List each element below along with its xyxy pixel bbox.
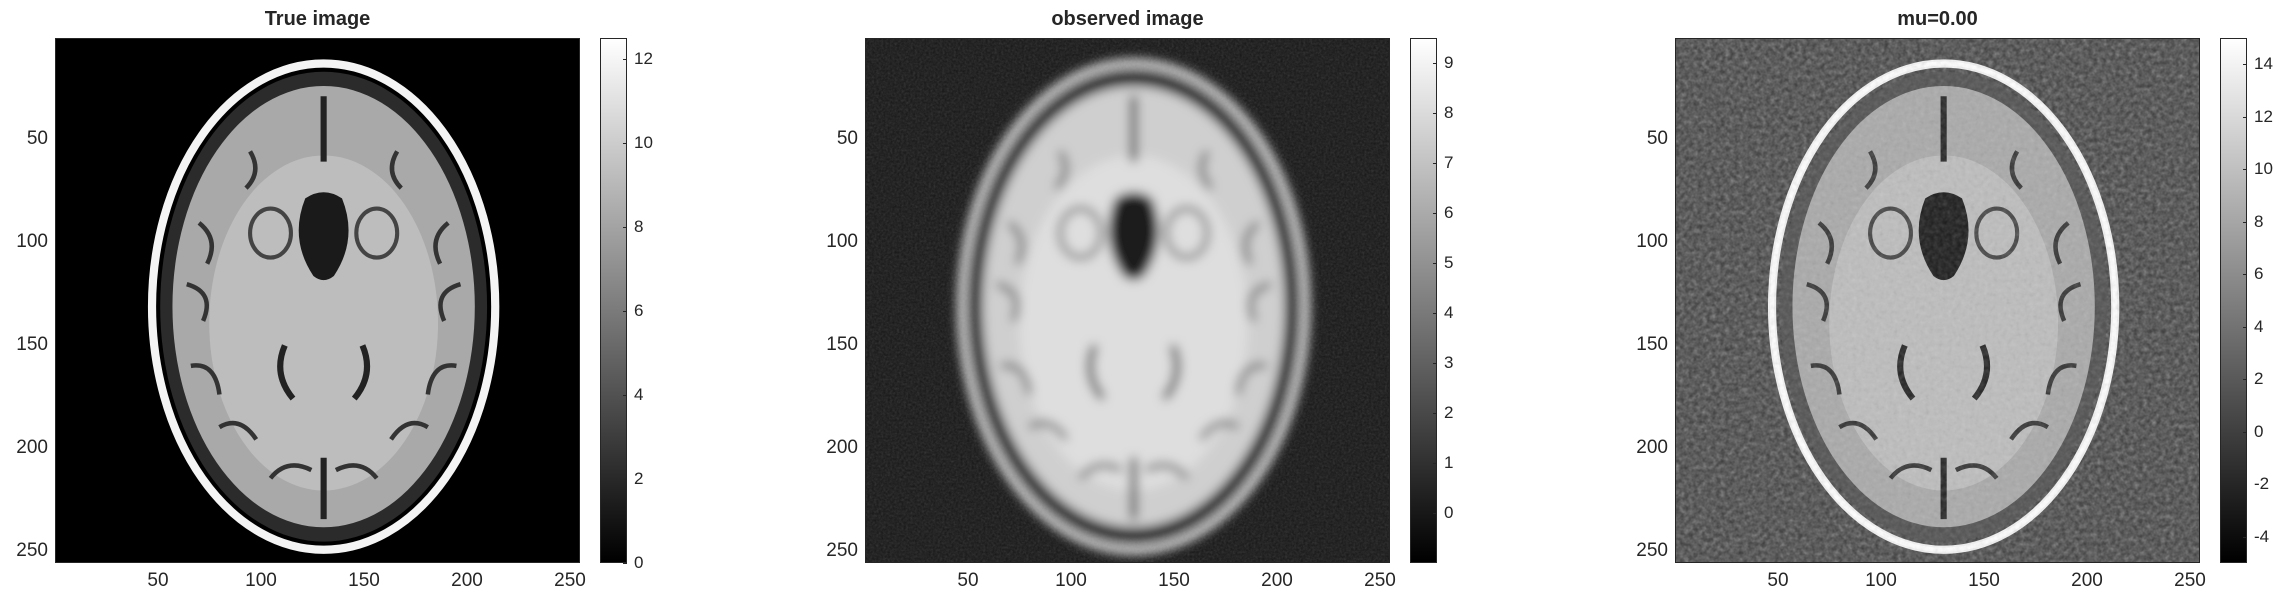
colorbar-tick-mark <box>2243 484 2247 486</box>
colorbar-tick-mark <box>1433 163 1437 164</box>
colorbar-tick-mark <box>1433 463 1437 464</box>
x-tick-label: 250 <box>554 570 586 591</box>
brain-image <box>56 39 579 562</box>
brain-image <box>866 39 1389 562</box>
colorbar-tick-label: 8 <box>2254 211 2264 231</box>
colorbar-tick-label: 0 <box>634 553 644 572</box>
colorbar-tick-label: 10 <box>2254 159 2273 179</box>
x-tick-label: 200 <box>2071 570 2103 591</box>
colorbar-tick-mark <box>2243 169 2247 171</box>
colorbar-tick-label: 7 <box>1444 153 1454 172</box>
panel-reconstruction: mu=0.00 50 100 150 200 250 50 100 150 20… <box>1620 0 2288 601</box>
brain-image <box>1676 39 2199 562</box>
colorbar-tick-label: 0 <box>1444 503 1454 522</box>
panel-title: mu=0.00 <box>1897 8 1978 30</box>
colorbar-tick-label: 6 <box>1444 203 1454 222</box>
x-tick-label: 100 <box>245 570 277 591</box>
colorbar-tick-mark <box>623 395 627 396</box>
colorbar-tick-label: 12 <box>634 49 653 68</box>
y-tick-label: 100 <box>1636 231 1668 252</box>
colorbar-tick-mark <box>1433 413 1437 414</box>
colorbar-tick-mark <box>623 143 627 144</box>
colorbar-tick-mark <box>1433 113 1437 114</box>
colorbar-tick-mark <box>2243 379 2247 381</box>
image-axes <box>865 38 1390 563</box>
colorbar-tick-label: 10 <box>634 133 653 152</box>
y-tick-label: 50 <box>26 128 48 149</box>
colorbar <box>600 38 627 563</box>
y-tick-label: 150 <box>1636 334 1668 355</box>
x-tick-label: 100 <box>1865 570 1897 591</box>
colorbar-tick-mark <box>2243 116 2247 118</box>
x-tick-label: 150 <box>1158 570 1190 591</box>
colorbar-tick-label: 6 <box>634 301 644 320</box>
x-tick-label: 250 <box>2174 570 2206 591</box>
panel-observed-image: observed image 50 100 150 200 250 50 100… <box>810 0 1530 601</box>
colorbar-tick-mark <box>623 479 627 480</box>
colorbar-tick-mark <box>2243 274 2247 276</box>
colorbar-tick-label: 2 <box>634 469 644 488</box>
y-tick-label: 150 <box>16 334 48 355</box>
colorbar-tick-label: 6 <box>2254 264 2264 284</box>
x-tick-label: 50 <box>1767 570 1789 591</box>
colorbar-tick-mark <box>623 227 627 228</box>
colorbar-tick-label: -2 <box>2254 474 2270 494</box>
colorbar-tick-mark <box>1433 313 1437 314</box>
image-axes <box>55 38 580 563</box>
y-tick-label: 250 <box>16 540 48 561</box>
colorbar-tick-label: 12 <box>2254 106 2273 126</box>
colorbar <box>1410 38 1437 563</box>
colorbar-tick-label: 1 <box>1444 453 1454 472</box>
colorbar-tick-mark <box>623 59 627 60</box>
x-tick-label: 50 <box>957 570 979 591</box>
colorbar-tick-label: 4 <box>1444 303 1454 322</box>
panel-true-image: True image 50 100 150 200 250 50 100 150… <box>0 0 720 601</box>
colorbar-tick-mark <box>2243 536 2247 538</box>
x-tick-label: 150 <box>348 570 380 591</box>
colorbar-tick-mark <box>2243 431 2247 433</box>
colorbar-tick-label: 4 <box>634 385 644 404</box>
x-tick-label: 50 <box>147 570 169 591</box>
colorbar <box>2220 38 2247 563</box>
y-tick-label: 200 <box>826 437 858 458</box>
colorbar-tick-label: -4 <box>2254 526 2270 546</box>
x-tick-label: 200 <box>451 570 483 591</box>
colorbar-tick-label: 5 <box>1444 253 1454 272</box>
x-tick-label: 150 <box>1968 570 2000 591</box>
colorbar-tick-mark <box>1433 63 1437 64</box>
colorbar-tick-mark <box>2243 221 2247 223</box>
panel-title: observed image <box>1051 8 1204 30</box>
colorbar-tick-mark <box>623 563 627 564</box>
y-tick-label: 100 <box>16 231 48 252</box>
panel-title: True image <box>264 8 371 30</box>
colorbar-tick-label: 2 <box>1444 403 1454 422</box>
x-tick-label: 200 <box>1261 570 1293 591</box>
colorbar-tick-label: 3 <box>1444 353 1454 372</box>
y-tick-label: 150 <box>826 334 858 355</box>
colorbar-tick-label: 4 <box>2254 316 2264 336</box>
y-tick-label: 200 <box>1636 437 1668 458</box>
x-tick-label: 100 <box>1055 570 1087 591</box>
colorbar-tick-mark <box>1433 213 1437 214</box>
colorbar-tick-label: 8 <box>1444 103 1454 122</box>
colorbar-tick-mark <box>2243 64 2247 66</box>
colorbar-tick-mark <box>623 311 627 312</box>
colorbar-tick-mark <box>1433 363 1437 364</box>
colorbar-tick-mark <box>2243 326 2247 328</box>
colorbar-tick-mark <box>1433 263 1437 264</box>
colorbar-tick-label: 9 <box>1444 53 1454 72</box>
colorbar-tick-label: 8 <box>634 217 644 236</box>
y-tick-label: 250 <box>826 540 858 561</box>
y-tick-label: 250 <box>1636 540 1668 561</box>
y-tick-label: 50 <box>836 128 858 149</box>
colorbar-tick-label: 0 <box>2254 421 2264 441</box>
colorbar-tick-label: 2 <box>2254 369 2264 389</box>
colorbar-tick-label: 14 <box>2254 54 2273 74</box>
y-tick-label: 200 <box>16 437 48 458</box>
x-tick-label: 250 <box>1364 570 1396 591</box>
y-tick-label: 50 <box>1646 128 1668 149</box>
image-axes <box>1675 38 2200 563</box>
y-tick-label: 100 <box>826 231 858 252</box>
colorbar-tick-mark <box>1433 513 1437 514</box>
